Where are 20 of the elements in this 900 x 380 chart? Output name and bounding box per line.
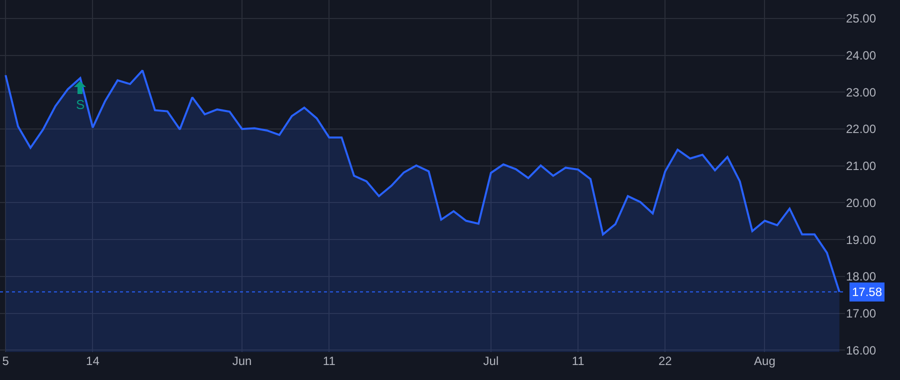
x-tick-label: Jul bbox=[483, 354, 499, 368]
y-tick-label: 19.00 bbox=[846, 232, 876, 247]
y-tick-label: 24.00 bbox=[846, 48, 876, 62]
y-tick-label: 18.00 bbox=[846, 270, 876, 284]
x-tick-label: Aug bbox=[754, 354, 776, 368]
y-tick-label: 25.00 bbox=[846, 12, 876, 26]
y-tick-label: 22.00 bbox=[846, 122, 876, 136]
x-tick-label: 5 bbox=[2, 354, 10, 368]
y-tick-label: 16.00 bbox=[846, 343, 876, 358]
annotation: S bbox=[76, 97, 85, 112]
y-tick-label: 21.00 bbox=[846, 159, 876, 174]
x-tick-label: 11 bbox=[322, 354, 336, 368]
x-tick-label: 14 bbox=[86, 354, 100, 368]
x-tick-label: 11 bbox=[572, 354, 585, 368]
ref-line-label: 17.58 bbox=[852, 285, 882, 299]
y-tick-label: 17.00 bbox=[846, 306, 876, 320]
y-tick-label: 20.00 bbox=[846, 196, 876, 210]
y-tick-label: 23.00 bbox=[846, 85, 876, 100]
x-tick-label: Jun bbox=[232, 354, 252, 368]
x-tick-label: 22 bbox=[658, 354, 672, 368]
